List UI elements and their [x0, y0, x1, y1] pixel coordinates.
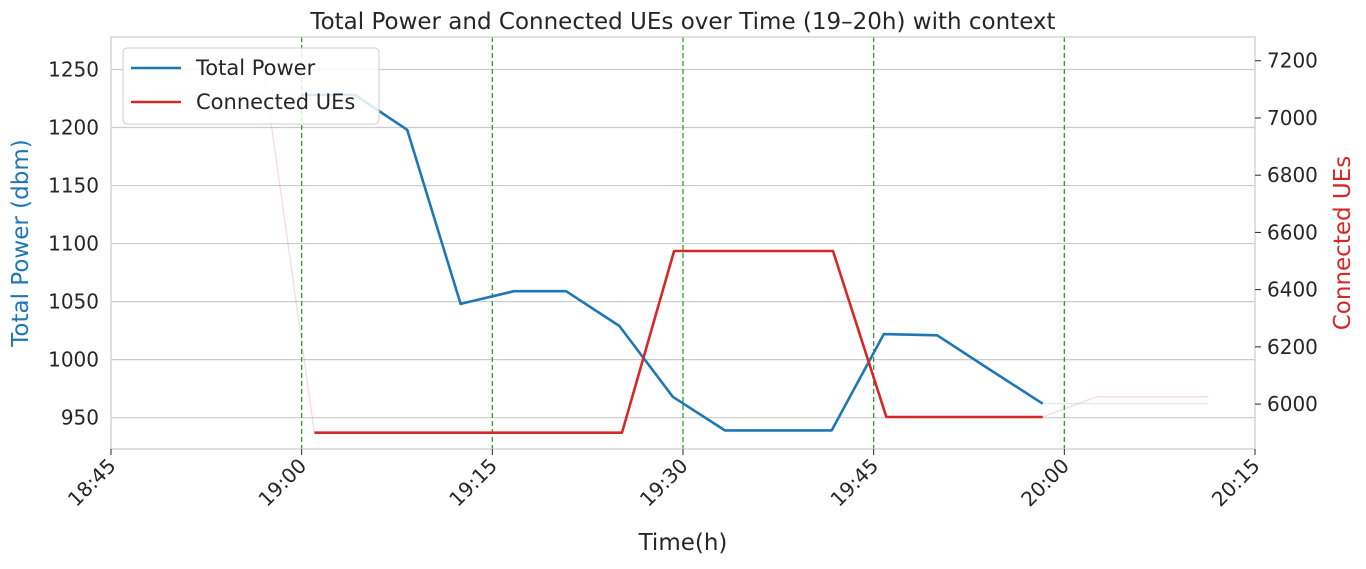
- y-left-tick-label: 1100: [48, 232, 99, 256]
- y-axis-left-label: Total Power (dbm): [8, 139, 34, 347]
- legend-label: Total Power: [195, 56, 316, 80]
- y-right-tick-label: 6000: [1267, 392, 1318, 416]
- y-left-tick-label: 950: [61, 406, 99, 430]
- x-axis: 18:45 19:00 19:15 19:30 19:45 20:00 20:15: [63, 449, 1265, 511]
- x-axis-label: Time(h): [638, 530, 728, 556]
- x-tick-label: 20:15: [1207, 454, 1265, 512]
- x-tick-label: 19:45: [825, 454, 883, 512]
- legend: Total Power Connected UEs: [122, 47, 380, 125]
- y-left-tick-label: 1250: [48, 57, 99, 81]
- series-line: [314, 249, 1043, 435]
- y-axis-right: 6000 6200 6400 6600 6800 7000 7200: [1255, 49, 1318, 416]
- x-tick-label: 20:00: [1016, 454, 1074, 512]
- y-left-tick-label: 1050: [48, 290, 99, 314]
- y-right-tick-label: 7200: [1267, 49, 1318, 73]
- y-left-tick-label: 1200: [48, 116, 99, 140]
- y-right-tick-label: 6400: [1267, 278, 1318, 302]
- series-line: [301, 93, 1044, 432]
- x-tick-label: 19:15: [444, 454, 502, 512]
- y-axis-right-label: Connected UEs: [1330, 156, 1356, 331]
- y-left-tick-label: 1000: [48, 348, 99, 372]
- chart-title: Total Power and Connected UEs over Time …: [309, 9, 1055, 35]
- x-tick-label: 19:30: [635, 454, 693, 512]
- x-tick-label: 18:45: [63, 454, 121, 512]
- y-left-tick-label: 1150: [48, 174, 99, 198]
- y-axis-left: 950 1000 1050 1100 1150 1200 1250: [48, 57, 99, 429]
- y-right-tick-label: 7000: [1267, 106, 1318, 130]
- context-line: [1042, 396, 1208, 418]
- series-lines: [301, 93, 1044, 435]
- x-tick-label: 19:00: [253, 454, 311, 512]
- legend-box: [122, 47, 380, 125]
- y-right-tick-label: 6600: [1267, 220, 1318, 244]
- legend-label: Connected UEs: [196, 90, 355, 114]
- y-right-tick-label: 6800: [1267, 163, 1318, 187]
- y-right-tick-label: 6200: [1267, 335, 1318, 359]
